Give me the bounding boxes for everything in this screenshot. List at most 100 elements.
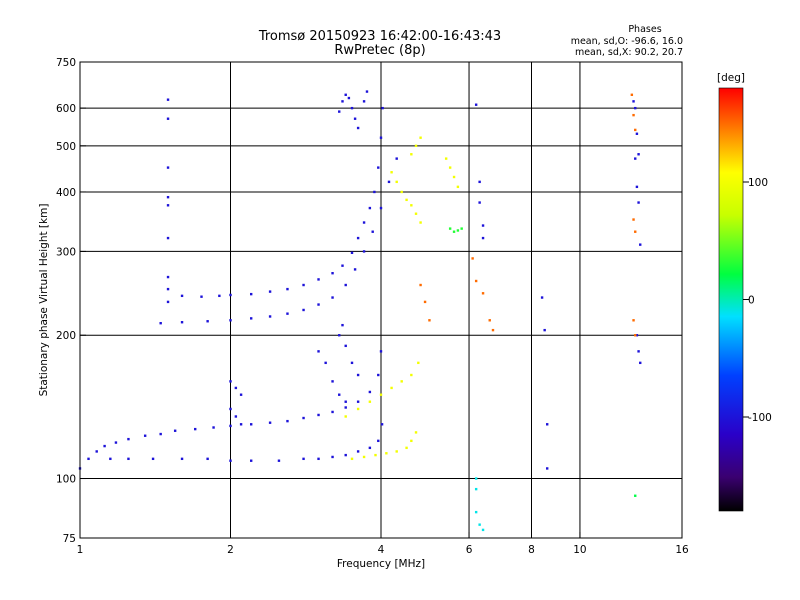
data-point — [166, 275, 170, 279]
data-point — [488, 319, 491, 322]
data-point — [380, 423, 384, 426]
data-point — [338, 110, 341, 113]
data-point — [635, 334, 639, 337]
data-point — [362, 221, 366, 224]
data-point — [448, 166, 452, 169]
data-point — [368, 206, 372, 210]
data-point — [478, 523, 481, 526]
colorbar-tick-label: 0 — [748, 295, 755, 307]
y-tick-label: 300 — [56, 246, 76, 258]
data-point — [639, 361, 642, 365]
data-point — [180, 294, 184, 298]
data-point — [302, 457, 305, 461]
data-point — [229, 407, 232, 411]
colorbar-tick-label: -100 — [748, 412, 772, 424]
data-point — [344, 415, 347, 418]
data-point — [634, 106, 637, 110]
data-point — [474, 103, 478, 106]
data-point — [344, 344, 347, 348]
data-point — [317, 350, 320, 353]
data-point — [410, 439, 413, 443]
data-point — [229, 293, 232, 297]
data-point — [206, 320, 209, 323]
data-point — [385, 452, 388, 455]
data-point — [194, 427, 197, 431]
data-point — [166, 98, 170, 101]
x-tick-label: 16 — [675, 544, 689, 556]
y-tick-label: 500 — [56, 141, 76, 153]
data-point — [317, 303, 320, 306]
data-point — [268, 315, 272, 318]
data-point — [350, 106, 354, 110]
data-point — [387, 180, 391, 184]
x-tick-label: 4 — [378, 544, 385, 556]
data-point — [341, 100, 344, 103]
y-tick-label: 100 — [56, 474, 76, 486]
data-point — [324, 361, 327, 365]
data-point — [344, 400, 347, 403]
data-point — [456, 229, 460, 232]
data-point — [338, 393, 341, 396]
data-point — [143, 434, 147, 437]
data-point — [410, 153, 413, 156]
data-point — [637, 350, 640, 353]
data-point — [166, 204, 170, 207]
data-point — [460, 227, 463, 230]
data-point — [109, 457, 112, 461]
data-point — [414, 212, 418, 215]
x-tick-label: 8 — [528, 544, 535, 556]
data-point — [249, 459, 253, 462]
data-point — [362, 100, 366, 103]
data-point — [331, 272, 334, 275]
data-point — [268, 421, 272, 424]
data-point — [356, 450, 360, 453]
data-point — [634, 128, 637, 132]
data-point — [481, 236, 485, 240]
colorbar-gradient — [718, 87, 744, 512]
data-point — [395, 157, 398, 160]
data-point — [400, 190, 403, 194]
data-point — [317, 413, 320, 417]
colorbar-ticks: 100 0 -100 — [743, 177, 772, 424]
data-point — [159, 321, 162, 325]
data-point — [377, 439, 380, 443]
data-point — [114, 441, 118, 444]
data-point — [166, 287, 170, 291]
data-point — [344, 453, 347, 457]
data-point — [302, 308, 305, 312]
data-point — [206, 457, 209, 461]
data-point — [302, 416, 305, 420]
data-point — [632, 319, 635, 322]
data-point — [373, 190, 376, 194]
data-point — [151, 457, 155, 461]
data-point — [212, 426, 215, 429]
data-point — [379, 393, 383, 396]
data-point — [249, 292, 253, 296]
data-point — [546, 467, 549, 470]
data-point — [379, 206, 383, 210]
colorbar: [deg] 100 0 -100 — [717, 72, 772, 512]
y-tick-label: 600 — [56, 103, 76, 115]
data-point — [419, 283, 422, 287]
data-point — [474, 510, 478, 514]
data-point — [419, 221, 422, 224]
data-point — [419, 136, 422, 139]
data-point — [428, 319, 431, 322]
data-point — [410, 373, 413, 377]
data-point — [543, 328, 546, 332]
data-point — [229, 424, 232, 428]
data-point — [229, 380, 232, 383]
data-point — [356, 126, 360, 130]
data-point — [637, 153, 640, 156]
data-point — [239, 393, 243, 396]
data-point — [127, 437, 130, 441]
data-point — [368, 400, 372, 403]
y-tick-label: 200 — [56, 330, 76, 342]
data-point — [474, 487, 478, 491]
chart-subtitle: RwPretec (8p) — [334, 43, 425, 58]
data-point — [356, 400, 360, 403]
data-point — [634, 157, 637, 160]
data-point — [341, 264, 344, 267]
data-point — [423, 300, 427, 304]
data-point — [481, 292, 485, 295]
